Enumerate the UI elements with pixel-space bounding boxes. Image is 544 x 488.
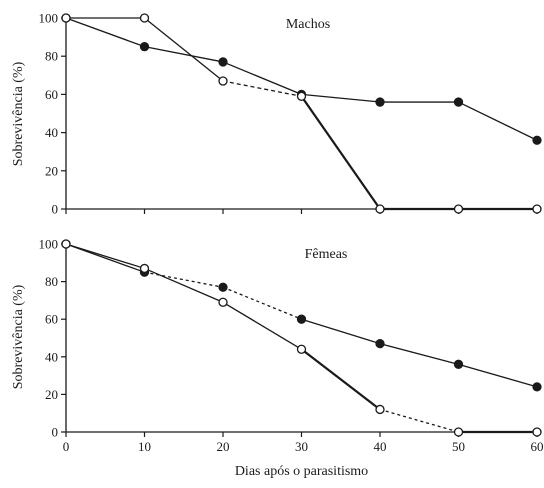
filled-circle-point <box>218 282 228 292</box>
open-circle-point <box>218 297 228 307</box>
filled-circle-point <box>296 314 307 324</box>
panel-title: Fêmeas <box>305 247 348 262</box>
filled-circle-point <box>453 359 464 369</box>
open-circle-point <box>453 204 464 214</box>
series-open-segment <box>144 267 224 303</box>
y-tick-label: 0 <box>52 425 59 440</box>
y-tick-label: 100 <box>39 11 59 26</box>
filled-circle-point <box>218 57 228 67</box>
open-circle-point <box>139 263 150 274</box>
series-filled-segment <box>458 101 538 141</box>
series-filled-segment <box>65 17 145 48</box>
open-circle-point <box>532 204 542 214</box>
y-tick-label: 60 <box>45 87 58 102</box>
panel-machos: 0 20 40 60 80 100 Machos Sobrevivência (%) <box>11 11 542 217</box>
open-circle-point <box>296 91 307 101</box>
x-tick-label: 40 <box>374 439 387 454</box>
panel-femeas: 0 20 40 60 80 100 0 10 20 30 40 50 60 Fêmeas Sobrevivê… <box>11 237 544 480</box>
open-circle-point <box>61 239 71 249</box>
y-tick-label: 40 <box>45 349 58 364</box>
x-tick-label: 30 <box>295 439 308 454</box>
series-filled-segment <box>222 286 302 320</box>
x-tick-label: 50 <box>452 439 465 454</box>
series-open-segment <box>300 95 381 210</box>
open-circle-point <box>375 404 385 415</box>
y-tick-label: 0 <box>52 202 59 217</box>
series-filled-segment <box>144 46 224 63</box>
open-circle-point <box>218 76 228 86</box>
series-filled-segment <box>301 318 381 345</box>
series-open-segment <box>300 348 381 411</box>
y-tick-label: 20 <box>45 163 58 178</box>
y-axis-label: Sobrevivência (%) <box>11 61 26 166</box>
y-tick-label: 80 <box>45 274 58 289</box>
series-open-segment <box>144 17 224 82</box>
series-open-segment <box>222 301 302 350</box>
y-tick-label: 100 <box>39 237 59 252</box>
series-open-segment <box>222 80 302 97</box>
filled-circle-point <box>375 338 385 349</box>
open-circle-point <box>453 427 464 437</box>
y-tick-label: 40 <box>45 125 58 140</box>
series-filled-segment <box>379 343 459 365</box>
x-tick-label: 60 <box>531 439 544 454</box>
series-filled-segment <box>301 93 381 103</box>
series-filled-segment <box>458 363 538 388</box>
open-circle-point <box>375 204 385 214</box>
filled-circle-point <box>139 42 150 52</box>
x-tick-label: 0 <box>63 439 70 454</box>
series-open-segment <box>379 408 459 433</box>
series-filled-segment <box>222 61 302 96</box>
filled-circle-point <box>375 97 385 107</box>
open-circle-point <box>61 13 71 23</box>
y-tick-label: 60 <box>45 312 58 327</box>
x-tick-label: 20 <box>217 439 230 454</box>
series-open-segment <box>65 243 145 270</box>
open-circle-point <box>139 13 150 23</box>
panel-title: Machos <box>286 17 330 32</box>
x-axis-label: Dias após o parasitismo <box>235 464 368 479</box>
filled-circle-point <box>453 97 464 107</box>
y-tick-label: 80 <box>45 49 58 64</box>
filled-circle-point <box>532 135 542 145</box>
filled-circle-point <box>532 382 542 392</box>
y-axis-label: Sobrevivência (%) <box>11 284 26 389</box>
open-circle-point <box>296 344 307 354</box>
x-tick-label: 10 <box>138 439 151 454</box>
open-circle-point <box>532 427 542 437</box>
y-tick-label: 20 <box>45 387 58 402</box>
